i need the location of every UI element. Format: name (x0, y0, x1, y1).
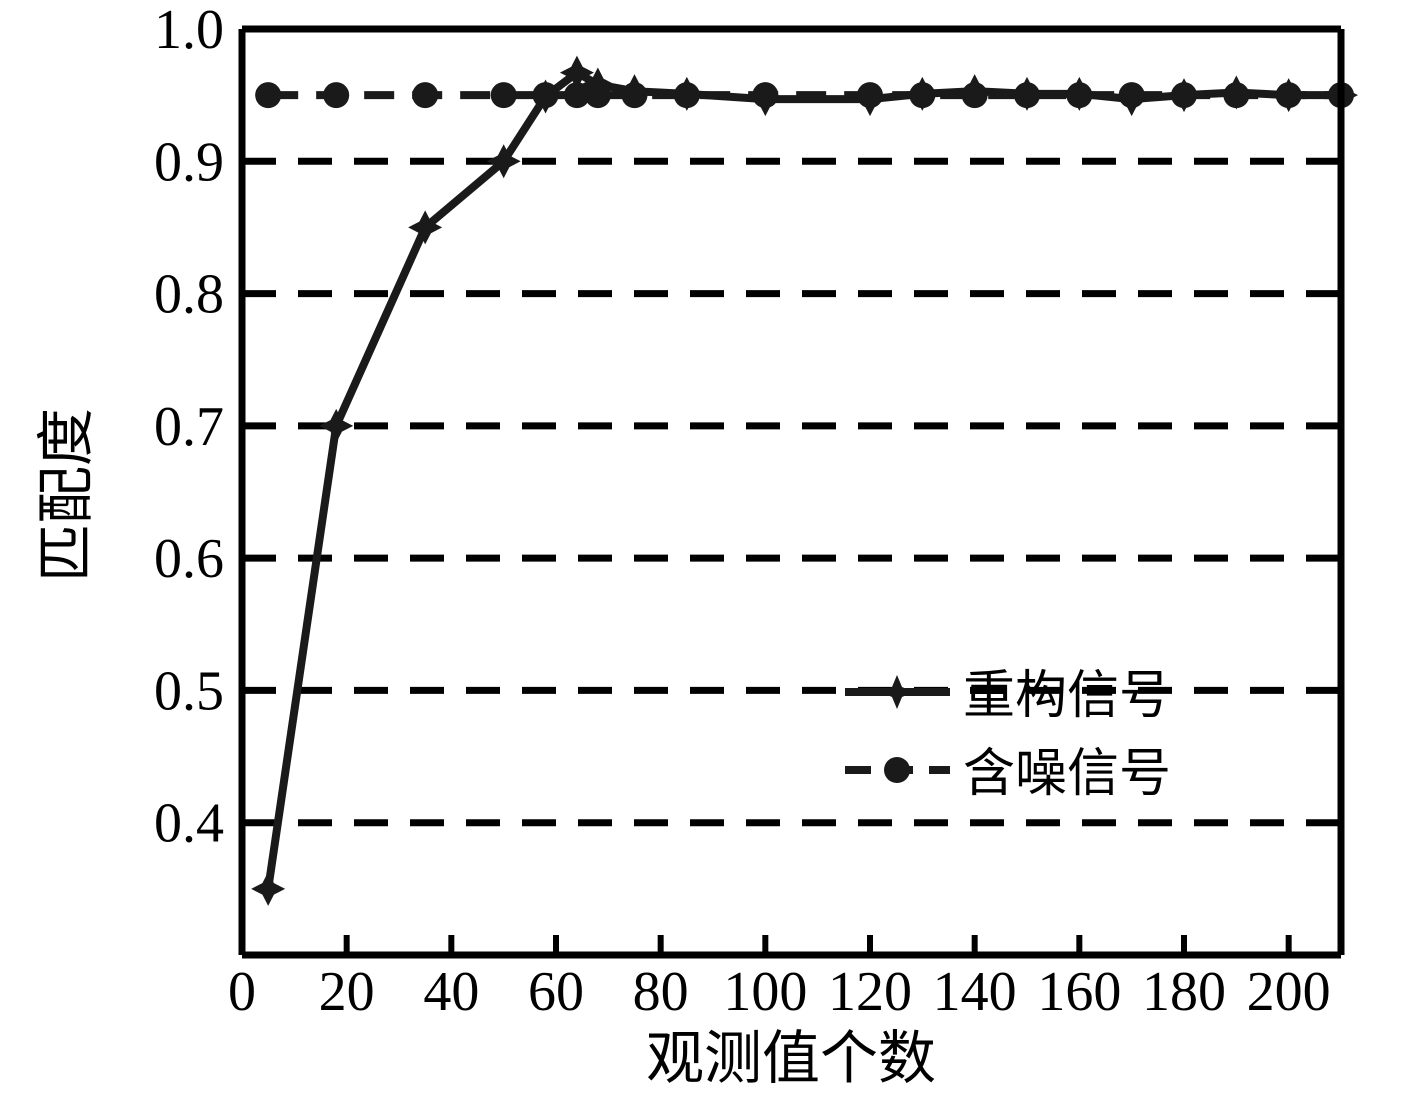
plot-area-background (242, 29, 1341, 955)
circle-marker-icon (621, 82, 648, 109)
circle-marker-icon (1223, 82, 1250, 109)
axes-frame (238, 25, 1345, 959)
circle-marker-icon (1171, 82, 1197, 109)
circle-marker-icon (1118, 82, 1145, 109)
legend-label-reconstructed: 重构信号 (963, 667, 1171, 725)
star-marker-icon (486, 144, 521, 179)
x-tick-label: 80 (633, 961, 689, 1023)
x-tick-label: 100 (723, 961, 807, 1023)
x-tick-label: 120 (828, 961, 912, 1023)
y-tick-label: 0.4 (154, 793, 224, 855)
y-tick-label: 1.0 (154, 0, 224, 61)
star-marker-icon (251, 871, 286, 906)
circle-marker-icon (532, 82, 559, 109)
circle-marker-icon (1014, 82, 1040, 109)
star-marker-icon (880, 675, 914, 709)
circle-marker-icon (884, 757, 910, 783)
y-tick-label: 0.9 (154, 131, 224, 193)
circle-marker-icon (673, 82, 700, 109)
circle-marker-icon (909, 82, 936, 109)
star-marker-icon (319, 408, 354, 443)
gridlines (242, 157, 1341, 827)
circle-marker-icon (323, 82, 350, 109)
circle-marker-icon (857, 82, 883, 109)
y-tick-label: 0.7 (154, 396, 224, 458)
circle-marker-icon (563, 82, 590, 109)
circle-marker-icon (961, 82, 988, 109)
x-tick-label: 40 (423, 961, 479, 1023)
chart-legend[interactable]: 重构信号 含噪信号 (845, 667, 1171, 803)
circle-marker-icon (752, 82, 779, 109)
y-tick-label: 0.5 (154, 660, 224, 722)
tick-marks (239, 26, 1292, 955)
y-tick-label: 0.8 (154, 264, 224, 326)
circle-marker-icon (490, 82, 517, 109)
x-axis-title: 观测值个数 (646, 1026, 936, 1091)
legend-entry-reconstructed[interactable]: 重构信号 (845, 667, 1171, 725)
circle-marker-icon (584, 82, 611, 109)
x-tick-label: 20 (319, 961, 375, 1023)
y-tick-labels: 0.4 0.5 0.6 0.7 0.8 0.9 1.0 (154, 0, 224, 855)
circle-marker-icon (255, 82, 282, 109)
legend-label-noisy: 含噪信号 (963, 745, 1171, 803)
x-tick-label: 60 (528, 961, 584, 1023)
data-series-layer (251, 55, 1358, 906)
x-tick-label: 160 (1037, 961, 1121, 1023)
y-tick-label: 0.6 (154, 528, 224, 590)
x-tick-label: 200 (1247, 961, 1331, 1023)
x-tick-label: 140 (933, 961, 1017, 1023)
star-marker-icon (559, 55, 594, 90)
circle-marker-icon (412, 82, 439, 109)
star-marker-icon (408, 210, 443, 245)
series-2 (255, 82, 1354, 109)
legend-entry-noisy[interactable]: 含噪信号 (845, 745, 1171, 803)
x-tick-labels: 0 20 40 60 80 100 120 140 160 180 200 (228, 961, 1331, 1023)
x-tick-label: 180 (1142, 961, 1226, 1023)
circle-marker-icon (1066, 82, 1093, 109)
x-tick-label: 0 (228, 961, 256, 1023)
circle-marker-icon (1275, 82, 1302, 109)
y-axis-title: 匹配度 (34, 408, 99, 582)
